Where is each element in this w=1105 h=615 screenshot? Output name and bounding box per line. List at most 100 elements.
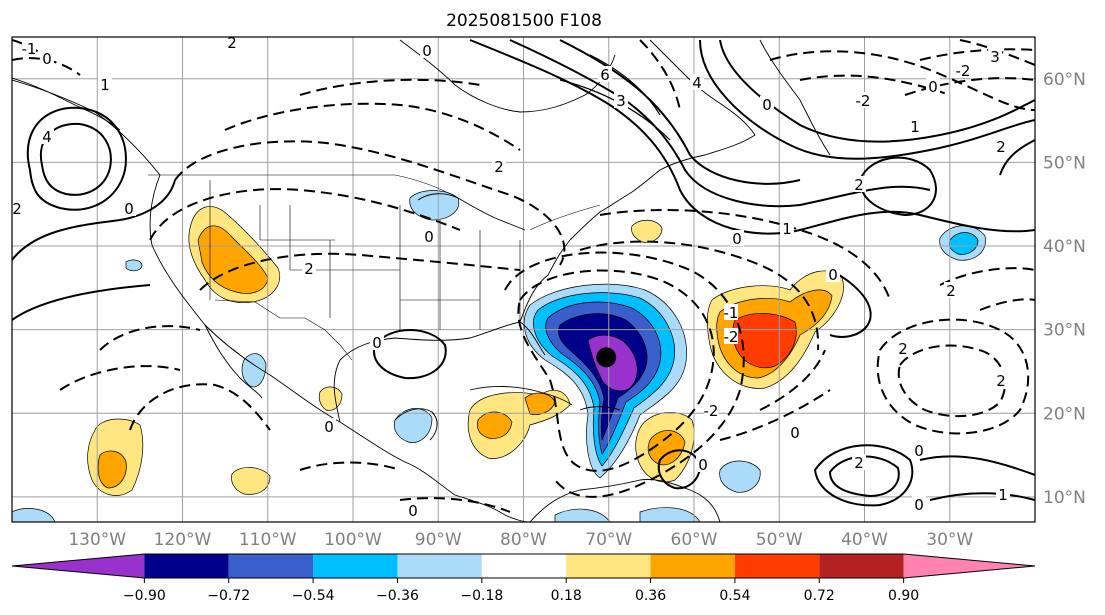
contour-label: 0 <box>914 442 924 460</box>
lat-tick-label: 60°N <box>1043 70 1086 90</box>
baja-california <box>204 324 263 399</box>
colorbar-segment <box>144 554 229 578</box>
lon-tick-label: 70°W <box>585 530 632 550</box>
contour-label: 0 <box>324 418 334 436</box>
colorbar-tick-label: 0.54 <box>719 588 750 604</box>
contour-labels: -1 0 1 2 4 2 0 2 0 2 6 3 4 0 <box>12 34 1010 520</box>
coastlines <box>12 39 831 522</box>
lon-tick-label: 80°W <box>500 530 547 550</box>
contour-label: 0 <box>914 496 924 514</box>
contour-negative-east-atlantic <box>876 318 1030 435</box>
colorbar-tick-label: 0.90 <box>888 588 919 604</box>
great-lakes <box>417 193 526 231</box>
contour-label: 2 <box>12 200 22 218</box>
contour-negative-central-us <box>174 140 566 266</box>
colorbar-extend-min <box>12 554 145 578</box>
hudson-bay <box>399 39 616 113</box>
contour-label: 2 <box>854 176 864 194</box>
florida <box>519 239 571 323</box>
colorbar-segment <box>228 554 314 578</box>
lon-tick-label: 40°W <box>841 530 888 550</box>
colorbar-segment <box>650 554 735 578</box>
contour-label: 3 <box>616 92 626 110</box>
contour-label: 0 <box>762 96 772 114</box>
contour-label: 1 <box>998 486 1008 504</box>
shaded-regions <box>12 190 986 522</box>
longitude-tick-labels: 130°W 120°W 110°W 100°W 90°W 80°W 70°W 60°W 50°W… <box>68 530 973 550</box>
colorbar-segment <box>566 554 651 578</box>
contour-label: 2 <box>304 260 314 278</box>
lon-tick-label: 90°W <box>415 530 462 550</box>
contour-label: 2 <box>854 454 864 472</box>
contour-label: 2 <box>494 158 504 176</box>
yucatan <box>394 408 438 441</box>
colorbar: −0.90 −0.72 −0.54 −0.36 −0.18 0.18 0.36 0.54 0.7… <box>11 553 1036 604</box>
canada-coast <box>649 39 756 156</box>
contour-label: 0 <box>42 50 52 68</box>
contour-label: 4 <box>692 74 702 92</box>
contour-label: 1 <box>910 118 920 136</box>
lon-tick-label: 120°W <box>154 530 212 550</box>
contour-label: 1 <box>782 220 792 238</box>
contour-label: 2 <box>996 372 1006 390</box>
map-frame <box>11 36 1036 523</box>
contour-label: 0 <box>790 424 800 442</box>
alaska-coast <box>12 77 121 131</box>
colorbar-segment <box>313 554 398 578</box>
lon-tick-label: 110°W <box>239 530 297 550</box>
contour-label: -1 <box>724 304 739 322</box>
contour-label: 0 <box>732 230 742 248</box>
lat-tick-label: 40°N <box>1043 237 1086 257</box>
lon-tick-label: 30°W <box>926 530 973 550</box>
latitude-tick-labels: 60°N 50°N 40°N 30°N 20°N 10°N <box>1043 70 1086 508</box>
south-america-coast <box>529 479 721 522</box>
lat-tick-label: 50°N <box>1043 153 1086 173</box>
contour-label: 3 <box>990 48 1000 66</box>
contour-label: -2 <box>724 328 739 346</box>
contour-label: 2 <box>946 282 956 300</box>
contour-negative-storm <box>517 269 715 472</box>
contour-label: -2 <box>856 92 871 110</box>
colorbar-tick-label: −0.36 <box>376 588 419 604</box>
colorbar-tick-label: 0.36 <box>635 588 666 604</box>
contour-label: -2 <box>956 62 971 80</box>
lon-tick-label: 100°W <box>324 530 382 550</box>
colorbar-tick-label: −0.54 <box>292 588 335 604</box>
colorbar-tick-label: 0.18 <box>551 588 582 604</box>
colorbar-segment <box>734 554 820 578</box>
colorbar-tick-label: 0.72 <box>804 588 835 604</box>
us-mexico-border <box>214 299 353 361</box>
contour-label: 4 <box>42 128 52 146</box>
colorbar-tick-label: −0.90 <box>123 588 166 604</box>
lon-tick-label: 130°W <box>68 530 126 550</box>
gridlines <box>12 37 1035 522</box>
colorbar-segment <box>819 554 904 578</box>
colorbar-extend-max <box>903 554 1035 578</box>
lat-tick-label: 10°N <box>1043 488 1086 508</box>
colorbar-segment <box>481 554 567 578</box>
lon-tick-label: 60°W <box>671 530 718 550</box>
map-area: -1 0 1 2 4 2 0 2 0 2 6 3 4 0 <box>12 34 1035 522</box>
contour-label: 0 <box>422 42 432 60</box>
contour-label: 0 <box>828 266 838 284</box>
contour-label: 0 <box>698 456 708 474</box>
map-title: 2025081500 F108 <box>446 11 602 31</box>
lat-tick-label: 20°N <box>1043 404 1086 424</box>
contour-label: -1 <box>22 40 37 58</box>
colorbar-tick-label: −0.72 <box>207 588 250 604</box>
contour-label: 1 <box>100 76 110 94</box>
contour-label: 2 <box>996 138 1006 156</box>
colorbar-tick-label: −0.18 <box>460 588 503 604</box>
contour-label: 2 <box>227 34 237 52</box>
storm-center-marker <box>596 347 617 368</box>
contour-label: -2 <box>704 402 719 420</box>
contour-positive-canada <box>469 39 1035 235</box>
us-canada-border <box>148 174 601 231</box>
lat-tick-label: 30°N <box>1043 321 1086 341</box>
lon-tick-label: 50°W <box>756 530 803 550</box>
contour-label: 0 <box>408 502 418 520</box>
contour-label: 2 <box>898 340 908 358</box>
contour-label: 0 <box>372 334 382 352</box>
contour-label: 0 <box>928 78 938 96</box>
